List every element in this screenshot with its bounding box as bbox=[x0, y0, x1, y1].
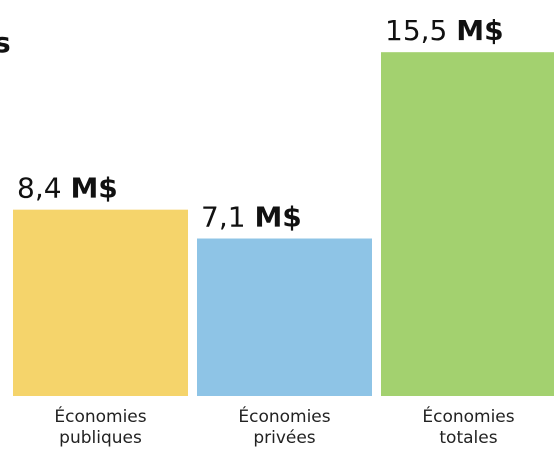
category-label-2-line-1: Économies bbox=[238, 405, 330, 427]
category-label-2-line-2: privées bbox=[253, 428, 315, 448]
bar-3 bbox=[381, 52, 554, 396]
bar-2 bbox=[197, 238, 372, 396]
value-unit-3: M$ bbox=[456, 14, 503, 47]
value-number-1: 8,4 bbox=[17, 172, 70, 205]
value-label-2: 7,1 M$ bbox=[201, 201, 302, 234]
bar-1 bbox=[13, 209, 188, 396]
category-label-3-line-1: Économies bbox=[422, 405, 514, 427]
value-unit-1: M$ bbox=[70, 172, 117, 205]
category-label-3-line-2: totales bbox=[439, 428, 497, 448]
category-label-1-line-1: Économies bbox=[54, 405, 146, 427]
value-number-3: 15,5 bbox=[385, 14, 456, 47]
value-number-2: 7,1 bbox=[201, 201, 254, 234]
category-label-1-line-2: publiques bbox=[59, 428, 142, 448]
value-label-3: 15,5 M$ bbox=[385, 14, 504, 47]
title-fragment: s bbox=[0, 26, 11, 59]
value-unit-2: M$ bbox=[254, 201, 301, 234]
value-label-1: 8,4 M$ bbox=[17, 172, 118, 205]
